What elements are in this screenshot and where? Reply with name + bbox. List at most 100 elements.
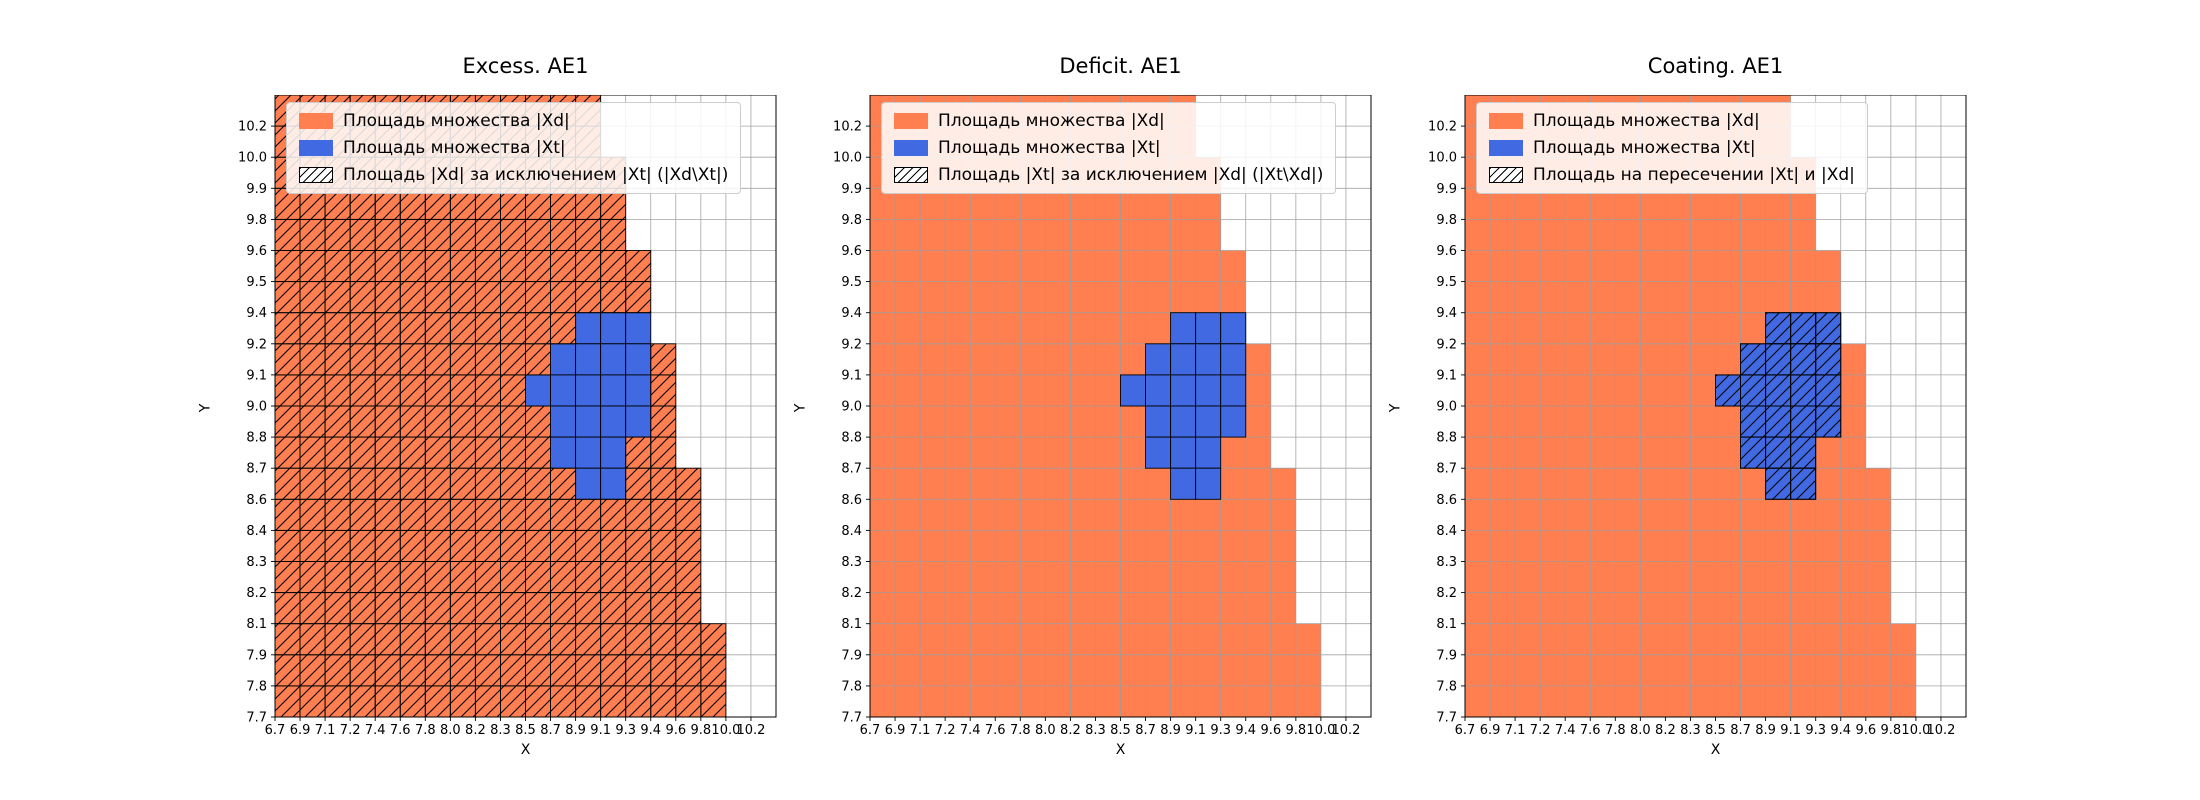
svg-text:9.4: 9.4	[1235, 723, 1256, 738]
svg-text:8.0: 8.0	[1630, 723, 1651, 738]
chart-excess-ae1: Excess. AE1 Y 6.7 6.9 7.1 7.2 7.4 7.6 7.8 8.0 8.…	[195, 40, 790, 785]
svg-text:8.1: 8.1	[1436, 617, 1457, 632]
svg-text:8.7: 8.7	[540, 723, 561, 738]
axes-spine	[274, 95, 777, 718]
svg-text:7.8: 7.8	[1436, 679, 1457, 694]
legend: Площадь множества |Xd| Площадь множества…	[286, 102, 742, 194]
svg-text:7.1: 7.1	[910, 723, 931, 738]
svg-text:10.0: 10.0	[1428, 151, 1457, 166]
svg-text:8.8: 8.8	[1436, 431, 1457, 446]
x-tick-marks	[274, 717, 752, 721]
svg-text:8.7: 8.7	[1135, 723, 1156, 738]
svg-text:10.2: 10.2	[1428, 120, 1457, 135]
x-tick-marks	[869, 717, 1347, 721]
svg-text:8.3: 8.3	[1436, 555, 1457, 570]
x-axis-label: X	[1710, 742, 1721, 758]
svg-text:9.1: 9.1	[590, 723, 611, 738]
svg-text:7.2: 7.2	[340, 723, 361, 738]
legend-item: Площадь |Xd| за исключением |Xt| (|Xd\Xt…	[299, 165, 728, 185]
svg-text:7.7: 7.7	[841, 711, 862, 726]
legend: Площадь множества |Xd| Площадь множества…	[1476, 102, 1868, 194]
svg-text:10.0: 10.0	[238, 151, 267, 166]
y-tick-labels: 10.2 10.0 9.9 9.8 9.6 9.5 9.4 9.2 9.1 9.0 8.8 8.7 8.…	[833, 120, 862, 726]
legend-item: Площадь |Xt| за исключением |Xd| (|Xt\Xd…	[894, 165, 1323, 185]
svg-text:7.7: 7.7	[1436, 711, 1457, 726]
svg-text:9.2: 9.2	[841, 337, 862, 352]
svg-text:7.4: 7.4	[960, 723, 981, 738]
svg-text:8.7: 8.7	[1436, 462, 1457, 477]
svg-text:7.7: 7.7	[246, 711, 267, 726]
plot-area: 6.7 6.9 7.1 7.2 7.4 7.6 7.8 8.0 8.2 8.3 8.5 8.7 8.9 9…	[1428, 95, 1967, 738]
svg-text:9.5: 9.5	[1436, 275, 1457, 290]
svg-text:8.9: 8.9	[565, 723, 586, 738]
svg-text:9.0: 9.0	[246, 400, 267, 415]
legend-label: Площадь множества |Xd|	[1533, 111, 1760, 131]
svg-text:9.4: 9.4	[841, 306, 862, 321]
svg-text:8.2: 8.2	[1655, 723, 1676, 738]
hatch-swatch	[299, 167, 333, 183]
svg-text:9.9: 9.9	[841, 182, 862, 197]
chart-title: Coating. AE1	[1647, 54, 1784, 78]
svg-text:9.6: 9.6	[1260, 723, 1281, 738]
svg-text:6.7: 6.7	[265, 723, 286, 738]
svg-text:7.8: 7.8	[246, 679, 267, 694]
svg-text:8.6: 8.6	[1436, 493, 1457, 508]
svg-text:8.5: 8.5	[1705, 723, 1726, 738]
chart-title: Deficit. AE1	[1059, 54, 1182, 78]
svg-text:8.2: 8.2	[465, 723, 486, 738]
svg-text:7.9: 7.9	[246, 648, 267, 663]
legend-item: Площадь множества |Xt|	[1489, 138, 1855, 158]
svg-text:9.3: 9.3	[615, 723, 636, 738]
y-tick-marks	[1461, 125, 1465, 718]
svg-text:9.4: 9.4	[246, 306, 267, 321]
legend: Площадь множества |Xd| Площадь множества…	[881, 102, 1337, 194]
svg-text:9.9: 9.9	[246, 182, 267, 197]
svg-text:10.2: 10.2	[736, 723, 765, 738]
svg-text:9.0: 9.0	[841, 400, 862, 415]
x-tick-marks	[1464, 717, 1942, 721]
axes-spine	[1464, 95, 1967, 718]
svg-text:10.2: 10.2	[1926, 723, 1955, 738]
xt-region-cells	[525, 312, 652, 500]
svg-text:9.8: 9.8	[1436, 213, 1457, 228]
legend-item: Площадь множества |Xd|	[299, 111, 728, 131]
xd-color-swatch	[299, 113, 333, 129]
svg-text:6.9: 6.9	[290, 723, 311, 738]
svg-text:10.0: 10.0	[711, 723, 740, 738]
svg-text:9.4: 9.4	[1830, 723, 1851, 738]
svg-text:7.1: 7.1	[315, 723, 336, 738]
svg-text:9.8: 9.8	[1881, 723, 1902, 738]
legend-label: Площадь множества |Xt|	[938, 138, 1161, 158]
svg-text:9.6: 9.6	[1855, 723, 1876, 738]
svg-text:10.2: 10.2	[1331, 723, 1360, 738]
legend-label: Площадь на пересечении |Xt| и |Xd|	[1533, 165, 1855, 185]
svg-text:6.9: 6.9	[1480, 723, 1501, 738]
svg-text:6.7: 6.7	[860, 723, 881, 738]
svg-text:9.6: 9.6	[1436, 244, 1457, 259]
xt-region-cells	[1120, 312, 1247, 500]
legend-label: Площадь множества |Xt|	[1533, 138, 1756, 158]
svg-text:7.6: 7.6	[985, 723, 1006, 738]
svg-text:9.8: 9.8	[246, 213, 267, 228]
svg-text:9.1: 9.1	[246, 368, 267, 383]
svg-text:8.4: 8.4	[1436, 524, 1457, 539]
svg-text:7.2: 7.2	[1530, 723, 1551, 738]
x-axis-label: X	[1115, 742, 1126, 758]
svg-text:8.1: 8.1	[841, 617, 862, 632]
xt-color-swatch	[299, 140, 333, 156]
svg-text:8.5: 8.5	[515, 723, 536, 738]
svg-text:9.6: 9.6	[665, 723, 686, 738]
plot-area: 6.7 6.9 7.1 7.2 7.4 7.6 7.8 8.0 8.2 8.3 8.5 8.7 8.9 9…	[238, 95, 777, 738]
svg-text:8.0: 8.0	[440, 723, 461, 738]
legend-label: Площадь множества |Xd|	[343, 111, 570, 131]
svg-text:9.8: 9.8	[1286, 723, 1307, 738]
svg-text:9.1: 9.1	[1780, 723, 1801, 738]
svg-text:8.7: 8.7	[1730, 723, 1751, 738]
x-tick-labels: 6.7 6.9 7.1 7.2 7.4 7.6 7.8 8.0 8.2 8.3 8.5 8.7 8.9 9…	[860, 723, 1361, 738]
svg-text:8.8: 8.8	[246, 431, 267, 446]
svg-text:6.7: 6.7	[1455, 723, 1476, 738]
svg-text:8.9: 8.9	[1755, 723, 1776, 738]
svg-text:9.0: 9.0	[1436, 400, 1457, 415]
xd-color-swatch	[894, 113, 928, 129]
svg-text:8.3: 8.3	[490, 723, 511, 738]
